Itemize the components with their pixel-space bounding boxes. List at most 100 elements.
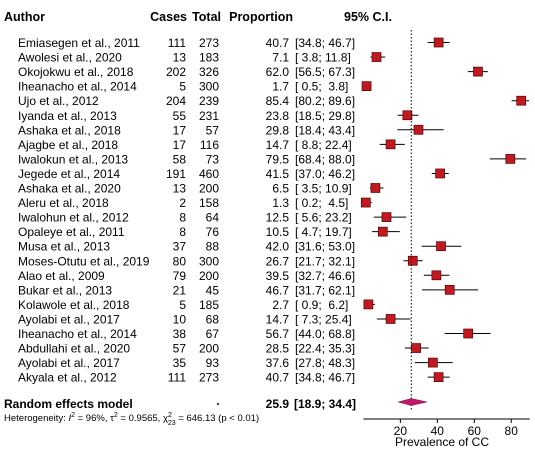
x-axis: 20 40 60 80 (363, 418, 530, 438)
het-chi-value: = 646.13 (p < 0.01) (176, 413, 259, 424)
point-estimate-marker (385, 139, 396, 150)
summary-dot: . (216, 394, 219, 408)
het-i2-symbol: I (68, 413, 71, 424)
summary-proportion: 25.9 (266, 397, 290, 411)
x-axis-tick-label: 80 (505, 424, 519, 438)
study-cases: 8 (179, 225, 186, 239)
study-author: Awolesi et al., 2020 (18, 51, 122, 65)
study-cases: 58 (173, 152, 187, 166)
study-proportion: 23.8 (266, 109, 290, 123)
x-axis-tick-label: 40 (431, 424, 445, 438)
study-author: Bukar et al., 2013 (18, 283, 112, 297)
study-total: 183 (199, 51, 219, 65)
study-proportion: 85.4 (266, 94, 290, 108)
study-cases: 80 (173, 254, 187, 268)
study-author: Iwalohun et al., 2012 (18, 211, 129, 225)
header-proportion: Proportion (229, 10, 293, 24)
study-ci: [ 4.7; 19.7] (295, 225, 352, 239)
study-author: Iheanacho et al., 2014 (18, 80, 137, 94)
study-row: Awolesi et al., 2020 13 183 7.1 [ 3.8; 11.8] (18, 51, 386, 65)
study-ci: [56.5; 67.3] (295, 65, 355, 79)
study-ci: [27.8; 48.3] (295, 356, 355, 370)
study-author: Ayolabi et al., 2017 (18, 312, 120, 326)
study-author: Emiasegen et al., 2011 (18, 36, 140, 50)
study-ci: [31.7; 62.1] (295, 283, 355, 297)
study-proportion: 29.8 (266, 123, 290, 137)
study-proportion: 42.0 (266, 240, 290, 254)
study-row: Ajagbe et al., 2018 17 116 14.7 [ 8.8; 22.4] (18, 138, 405, 152)
study-cases: 57 (173, 342, 187, 356)
header-cases: Cases (150, 10, 187, 24)
study-author: Kolawole et al., 2018 (18, 298, 130, 312)
point-estimate-marker (360, 197, 371, 208)
study-ci: [31.6; 53.0] (295, 240, 355, 254)
study-cases: 79 (173, 269, 187, 283)
study-row: Bukar et al., 2013 21 45 46.7 [31.7; 62.1] (18, 283, 479, 297)
study-row: Alao et al., 2009 79 200 39.5 [32.7; 46.6] (18, 269, 450, 283)
study-total: 88 (206, 240, 220, 254)
study-total: 231 (199, 109, 219, 123)
study-ci: [ 3.5; 10.9] (295, 182, 352, 196)
study-author: Jegede et al., 2014 (18, 167, 120, 181)
het-i2-sup: 2 (71, 412, 75, 419)
het-tau-sup: 2 (114, 412, 118, 419)
study-author: Ujo et al., 2012 (18, 94, 99, 108)
het-chi-sup: 2 (168, 412, 172, 419)
study-total: 64 (206, 211, 220, 225)
study-author: Opaleye et al., 2011 (18, 225, 125, 239)
summary-row: Random effects model . 25.9 [18.9; 34.4] (4, 394, 356, 411)
study-total: 76 (206, 225, 220, 239)
study-proportion: 14.7 (266, 138, 290, 152)
study-author: Iwalokun et al., 2013 (18, 152, 128, 166)
study-author: Ayolabi et al., 2017 (18, 356, 120, 370)
study-proportion: 46.7 (266, 283, 290, 297)
study-proportion: 37.6 (266, 356, 290, 370)
point-estimate-marker (436, 241, 446, 252)
x-axis-tick-label: 20 (394, 424, 408, 438)
study-proportion: 40.7 (266, 371, 290, 385)
point-estimate-marker (433, 372, 444, 382)
study-row: Jegede et al., 2014 191 460 41.5 [37.0; 46.2… (18, 167, 449, 181)
study-total: 57 (206, 123, 220, 137)
study-row: Iheanacho et al., 2014 38 67 56.7 [44.0; 68.… (18, 327, 491, 341)
study-proportion: 1.7 (272, 80, 289, 94)
study-cases: 5 (179, 298, 186, 312)
study-author: Akyala et al., 2012 (18, 371, 117, 385)
study-proportion: 2.7 (272, 298, 289, 312)
study-proportion: 41.5 (266, 167, 290, 181)
study-row: Ashaka et al., 2018 17 57 29.8 [18.4; 43.4] (18, 123, 444, 137)
header-row: Author Cases Total Proportion 95% C.I. (4, 10, 392, 24)
study-ci: [32.7; 46.6] (295, 269, 355, 283)
study-total: 200 (199, 342, 219, 356)
study-author: Ashaka et al., 2018 (18, 123, 121, 137)
study-ci: [ 0.2; 4.5] (295, 196, 348, 210)
study-proportion: 10.5 (266, 225, 290, 239)
point-estimate-marker (413, 124, 424, 135)
study-proportion: 28.5 (266, 342, 290, 356)
point-estimate-marker (363, 299, 374, 310)
study-ci: [37.0; 46.2] (295, 167, 355, 181)
study-total: 158 (199, 196, 219, 210)
study-ci: [ 3.8; 11.8] (295, 51, 351, 65)
study-row: Opaleye et al., 2011 8 76 10.5 [ 4.7; 19.7] (18, 225, 400, 239)
study-row: Ujo et al., 2012 204 239 85.4 [80.2; 89.6] (18, 94, 529, 108)
study-total: 300 (199, 80, 219, 94)
study-total: 200 (199, 269, 219, 283)
study-ci: [ 0.9; 6.2] (295, 298, 348, 312)
point-estimate-marker (371, 52, 382, 62)
study-ci: [21.7; 32.1] (295, 254, 355, 268)
study-ci: [ 8.8; 22.4] (295, 138, 352, 152)
study-proportion: 26.7 (266, 254, 290, 268)
study-author: Musa et al., 2013 (18, 240, 110, 254)
point-estimate-marker (385, 314, 396, 324)
study-author: Aleru et al., 2018 (18, 196, 109, 210)
study-author: Abdullahi et al., 2020 (18, 342, 130, 356)
study-cases: 191 (166, 167, 186, 181)
point-estimate-marker (361, 81, 372, 92)
header-ci: 95% C.I. (344, 10, 392, 24)
study-total: 73 (206, 152, 220, 166)
point-estimate-marker (431, 270, 442, 281)
study-rows: Emiasegen et al., 2011 111 273 40.7 [34.8; 4… (18, 36, 529, 385)
study-row: Ayolabi et al., 2017 35 93 37.6 [27.8; 48.3] (18, 356, 453, 370)
study-cases: 10 (173, 312, 187, 326)
